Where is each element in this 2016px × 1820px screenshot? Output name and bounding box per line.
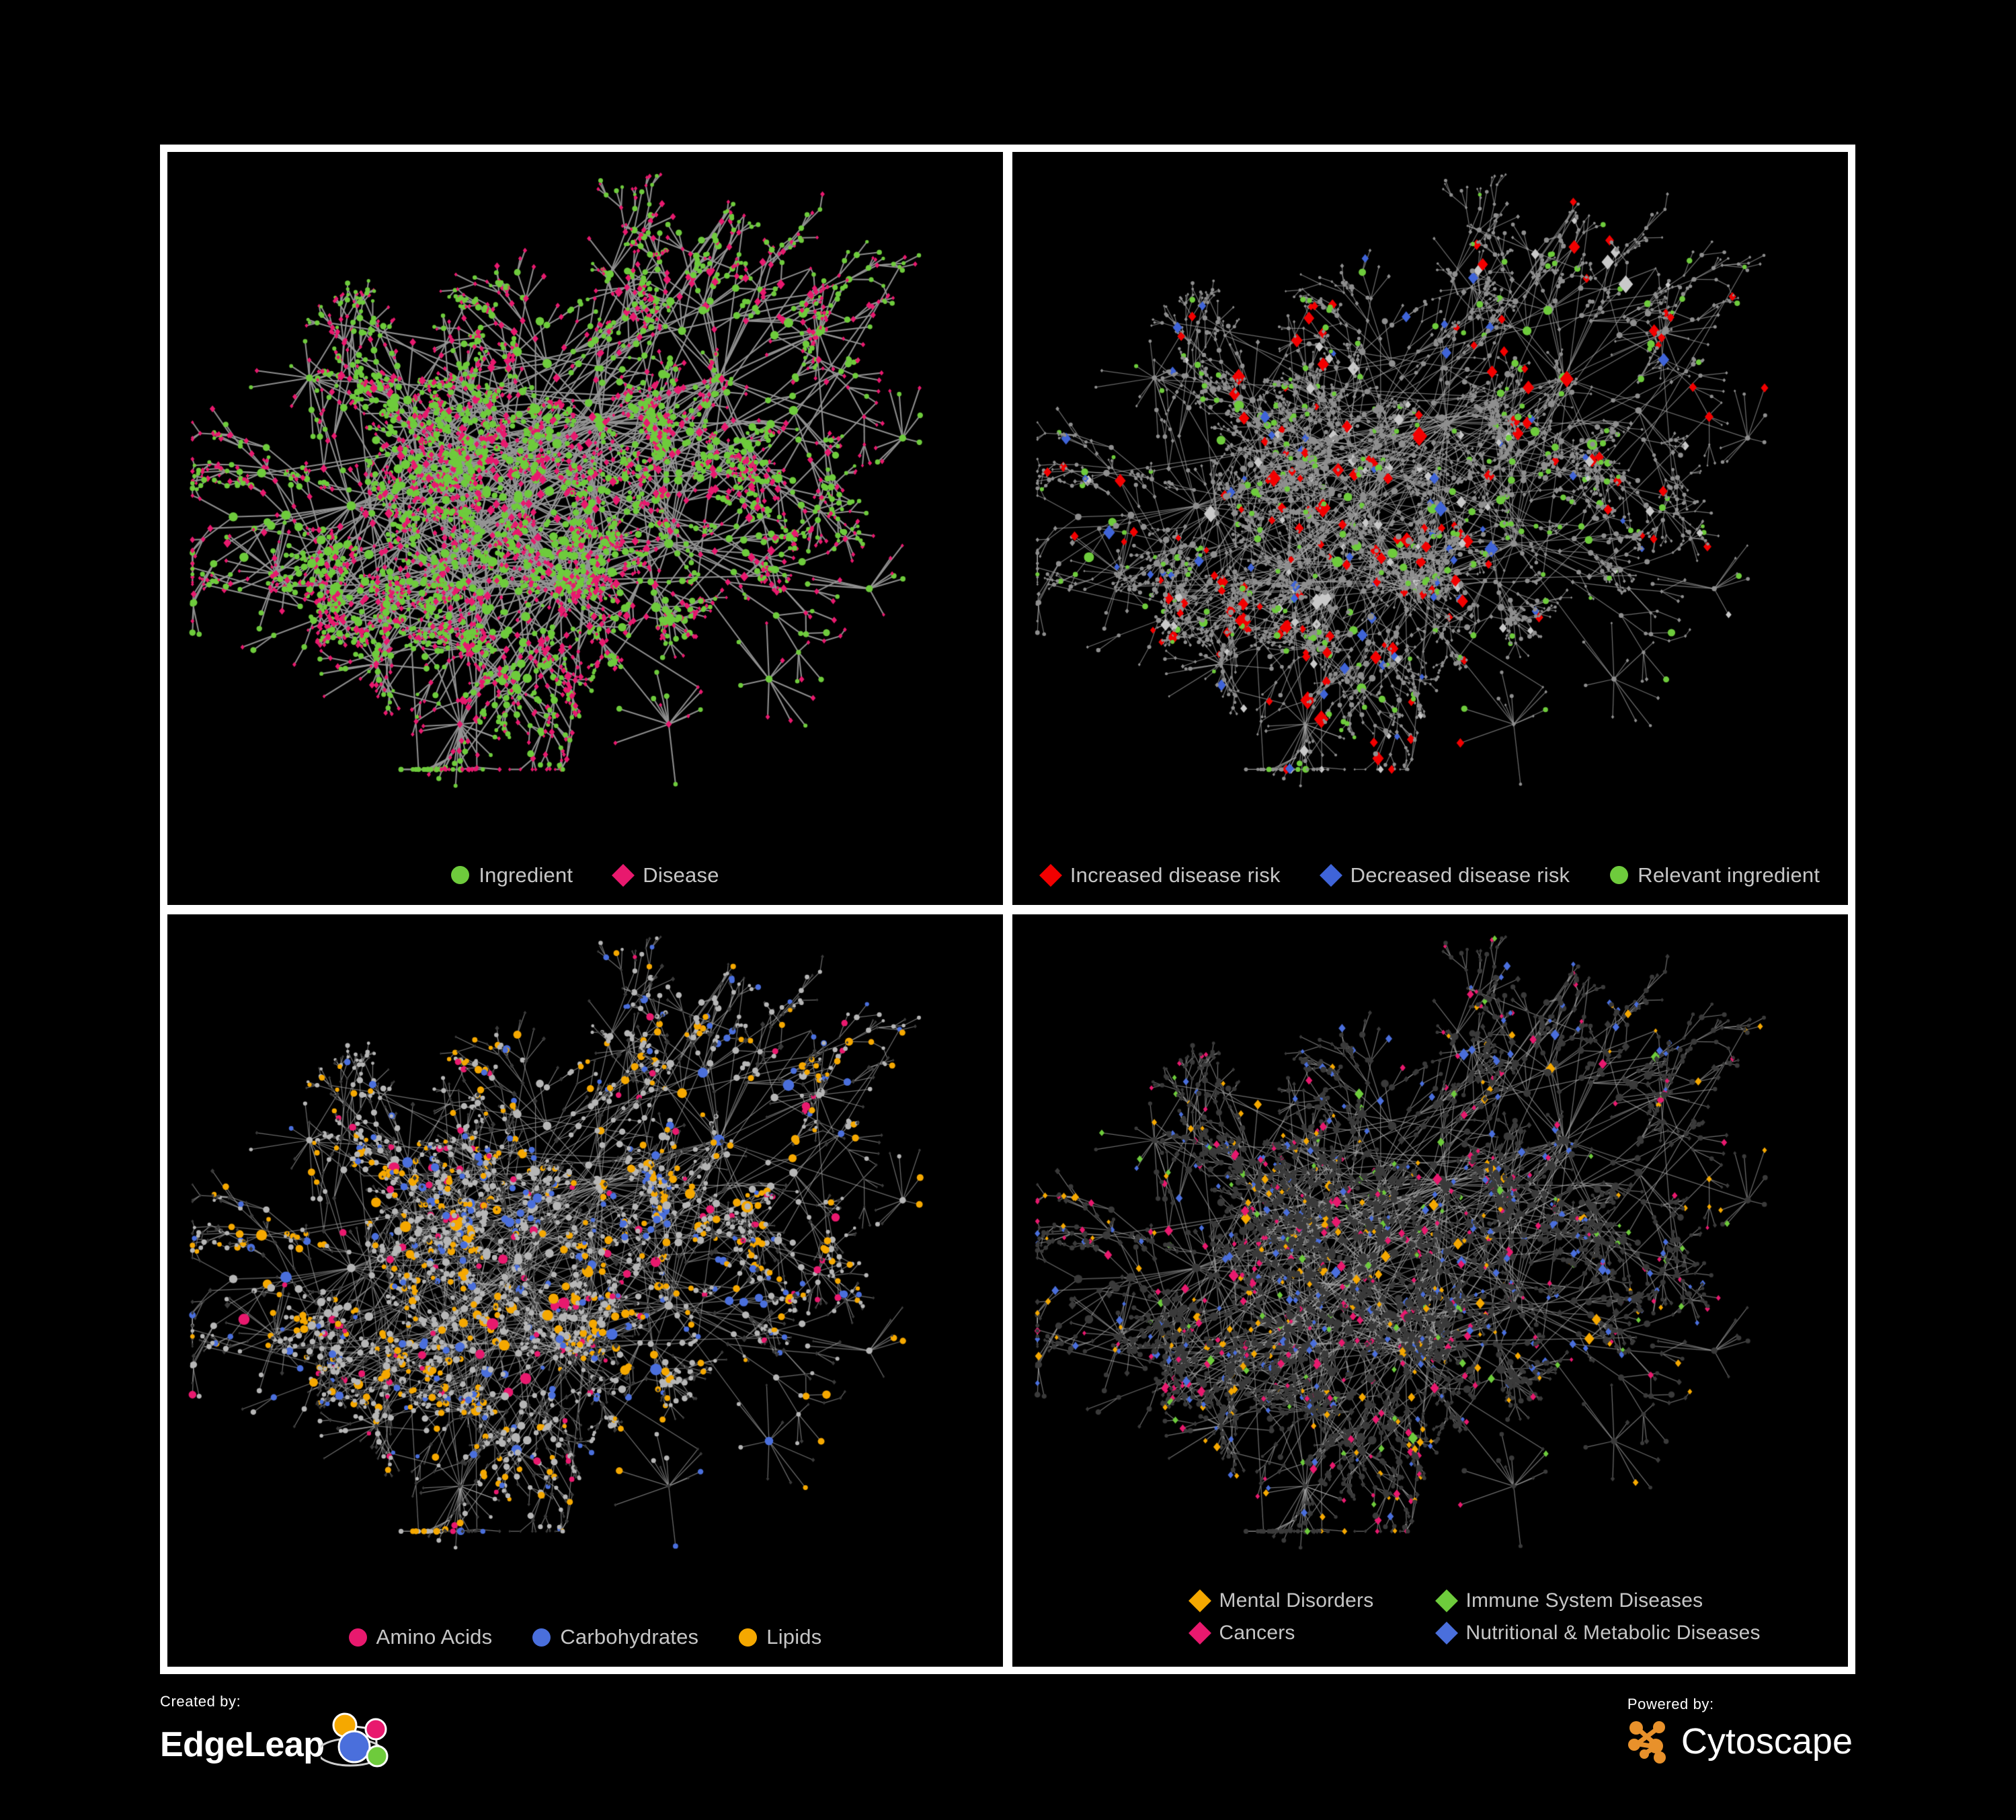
branding-bar: Created by: EdgeLeap Powered by [160,1686,1855,1804]
cytoscape-wordmark: Cytoscape [1681,1720,1853,1762]
powered-by-label: Powered by: [1627,1696,1714,1712]
network-canvas-ingredient-class[interactable] [167,914,1003,1667]
edgeleap-branding: Created by: EdgeLeap [160,1693,393,1777]
panel-ingredient-disease[interactable]: Ingredient Disease [167,152,1003,905]
created-by-label: Created by: [160,1693,241,1710]
network-canvas-ingredient-disease[interactable] [167,152,1003,905]
edgeleap-wordmark: EdgeLeap [160,1725,325,1764]
figure-frame: Ingredient Disease Increased disease ris… [160,145,1855,1674]
network-canvas-disease-risk[interactable] [1012,152,1848,905]
edgeleap-logo-icon [317,1712,393,1777]
panel-disease-risk[interactable]: Increased disease risk Decreased disease… [1012,152,1848,905]
panel-ingredient-class[interactable]: Amino Acids Carbohydrates Lipids [167,914,1003,1667]
panel-disease-category[interactable]: Mental Disorders Immune System Diseases … [1012,914,1848,1667]
network-canvas-disease-category[interactable] [1012,914,1848,1667]
cytoscape-logo-icon [1625,1714,1675,1768]
cytoscape-branding: Powered by: [1625,1696,1853,1768]
